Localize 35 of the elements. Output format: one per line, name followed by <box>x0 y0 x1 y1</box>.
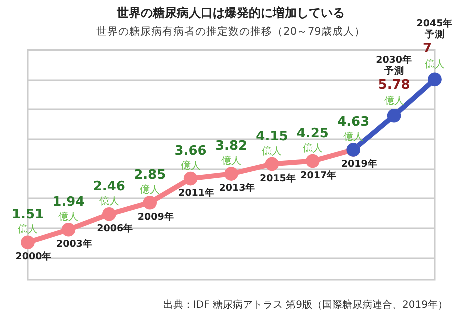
data-label: 4.25 億人 <box>296 126 329 154</box>
data-label: 4.63 億人 <box>338 115 370 144</box>
point <box>306 154 320 168</box>
data-label: 1.94 億人 <box>52 194 85 223</box>
point <box>224 167 238 181</box>
data-label: 5.78 億人 <box>378 78 410 107</box>
chart-subtitle: 世界の糖尿病有病者の推定数の推移（20～79歳成人） <box>96 25 366 38</box>
data-label: 2.46 億人 <box>93 179 126 208</box>
source-note: 出典：IDF 糖尿病アトラス 第9版（国際糖尿病連合、2019年） <box>163 299 448 311</box>
chart-title: 世界の糖尿病人口は爆発的に増加している <box>116 6 345 20</box>
data-label: 4.15 億人 <box>256 129 288 158</box>
x-tick-label: 2011年 <box>178 186 216 199</box>
point <box>265 157 280 172</box>
data-label: 1.51 億人 <box>12 208 44 236</box>
point <box>387 109 402 123</box>
x-tick-label: 2000年 <box>16 250 52 263</box>
x-tick-label: 2006年 <box>97 222 134 234</box>
data-label: 2.85 億人 <box>134 168 166 196</box>
x-tick-label: 2015年 <box>260 172 296 184</box>
point <box>143 196 157 210</box>
point <box>102 208 116 222</box>
data-label: 7 億人 <box>423 42 445 71</box>
data-label: 3.82 億人 <box>215 139 248 168</box>
x-tick-label: 2019年 <box>341 158 378 170</box>
x-tick-label: 2030年予測 <box>376 54 413 77</box>
x-tick-label: 2017年 <box>300 169 338 182</box>
data-label: 3.66 億人 <box>174 144 207 172</box>
x-tick-label: 2003年 <box>56 238 93 250</box>
point <box>62 222 76 237</box>
point <box>21 236 35 250</box>
x-tick-label: 2009年 <box>138 210 174 223</box>
x-tick-label: 2045年予測 <box>416 18 454 41</box>
point <box>184 172 198 186</box>
x-tick-label: 2013年 <box>219 182 256 194</box>
point <box>428 72 442 87</box>
